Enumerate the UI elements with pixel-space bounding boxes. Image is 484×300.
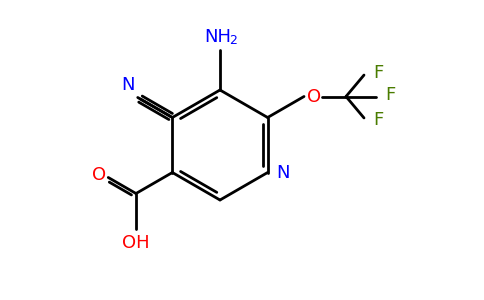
Text: N: N xyxy=(277,164,290,182)
Text: F: F xyxy=(385,85,395,103)
Text: O: O xyxy=(307,88,321,106)
Text: NH: NH xyxy=(205,28,231,46)
Text: O: O xyxy=(92,167,106,184)
Text: 2: 2 xyxy=(229,34,237,47)
Text: F: F xyxy=(373,64,383,82)
Text: N: N xyxy=(121,76,135,94)
Text: F: F xyxy=(373,111,383,129)
Text: OH: OH xyxy=(122,233,150,251)
